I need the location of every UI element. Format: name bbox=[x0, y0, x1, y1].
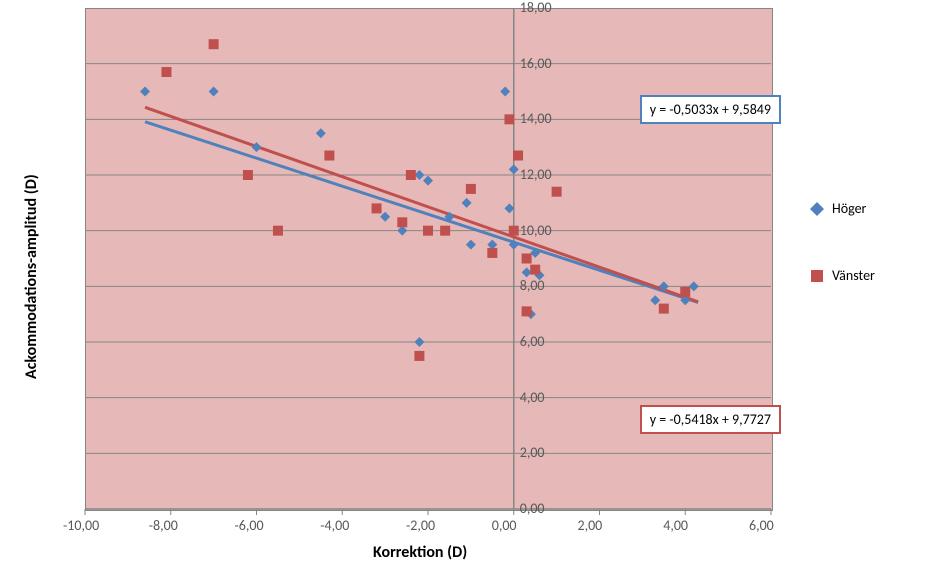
y-tick-label: 14,00 bbox=[520, 110, 552, 127]
y-tick-label: 12,00 bbox=[520, 166, 552, 183]
legend: Höger Vänster bbox=[810, 200, 875, 334]
x-tick-label: 2,00 bbox=[578, 517, 603, 534]
y-tick-label: 2,00 bbox=[520, 444, 545, 461]
x-tick-label: 0,00 bbox=[492, 517, 517, 534]
y-tick-label: 8,00 bbox=[520, 277, 545, 294]
legend-label: Höger bbox=[832, 200, 866, 217]
y-tick-label: 6,00 bbox=[520, 333, 545, 350]
y-tick-label: 4,00 bbox=[520, 389, 545, 406]
x-tick-label: -4,00 bbox=[320, 517, 349, 534]
scatter-chart: Ackommodations-amplitud (D) Korrektion (… bbox=[0, 0, 944, 582]
x-axis-label: Korrektion (D) bbox=[373, 543, 467, 562]
y-tick-label: 18,00 bbox=[520, 0, 552, 16]
x-tick-label: 6,00 bbox=[749, 517, 774, 534]
x-tick-label: -10,00 bbox=[63, 517, 99, 534]
x-tick-label: -8,00 bbox=[149, 517, 178, 534]
x-tick-label: 4,00 bbox=[663, 517, 688, 534]
legend-item: Vänster bbox=[810, 267, 875, 284]
y-tick-label: 10,00 bbox=[520, 222, 552, 239]
chart-svg bbox=[0, 0, 944, 582]
legend-item: Höger bbox=[810, 200, 875, 217]
y-tick-label: 0,00 bbox=[520, 500, 545, 517]
x-tick-label: -2,00 bbox=[406, 517, 435, 534]
trendline-equation-hoger: y = -0,5033x + 9,5849 bbox=[640, 95, 781, 124]
trendline-equation-vanster: y = -0,5418x + 9,7727 bbox=[640, 405, 781, 434]
y-axis-label: Ackommodations-amplitud (D) bbox=[22, 174, 41, 379]
y-tick-label: 16,00 bbox=[520, 55, 552, 72]
legend-label: Vänster bbox=[832, 267, 875, 284]
x-tick-label: -6,00 bbox=[235, 517, 264, 534]
square-icon bbox=[810, 269, 824, 283]
diamond-icon bbox=[810, 202, 824, 216]
